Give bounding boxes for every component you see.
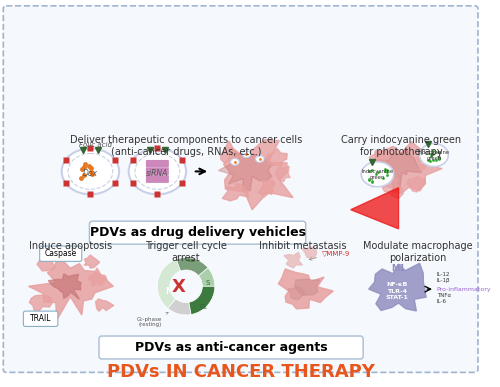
Text: Carry indocyanine green
for phototherapy: Carry indocyanine green for phototherapy [342,135,462,157]
Text: Indocyanine
green: Indocyanine green [362,169,394,180]
Text: Pro-inflammatory: Pro-inflammatory [437,287,492,292]
Text: IL-12
IL-1β: IL-12 IL-1β [437,272,450,283]
Polygon shape [224,140,293,210]
Wedge shape [168,299,191,315]
Polygon shape [302,247,316,258]
Wedge shape [158,259,180,308]
Text: Induce apoptosis: Induce apoptosis [28,241,112,251]
Text: M1: M1 [392,264,406,272]
Polygon shape [370,142,442,194]
Polygon shape [407,176,426,192]
FancyBboxPatch shape [4,6,478,372]
Polygon shape [266,149,287,166]
Ellipse shape [128,149,186,194]
Wedge shape [198,268,215,286]
FancyBboxPatch shape [146,175,169,183]
Text: Dox: Dox [83,169,98,178]
Ellipse shape [361,162,394,187]
Text: PDVs IN CANCER THERAPY: PDVs IN CANCER THERAPY [106,363,374,381]
Ellipse shape [68,154,113,189]
Polygon shape [276,166,290,182]
Text: TNFα
IL-6: TNFα IL-6 [437,293,451,305]
FancyBboxPatch shape [99,336,363,359]
Wedge shape [189,286,215,315]
Text: ▽MMP-9: ▽MMP-9 [309,250,350,260]
Polygon shape [30,295,52,310]
FancyBboxPatch shape [146,168,169,175]
Ellipse shape [230,159,239,165]
Text: Modulate macrophage
polarization: Modulate macrophage polarization [363,241,472,263]
Text: Inhibit metastasis: Inhibit metastasis [259,241,346,251]
Wedge shape [176,257,208,276]
Polygon shape [222,183,248,201]
Polygon shape [258,180,275,195]
Polygon shape [368,264,426,311]
Text: X: X [172,278,185,296]
Text: TRAIL: TRAIL [30,314,52,323]
Polygon shape [284,252,302,268]
Text: M: M [165,288,172,296]
Polygon shape [294,279,320,295]
Text: G₀-phase
(resting): G₀-phase (resting) [137,312,168,327]
Text: siRNA: siRNA [146,169,169,178]
Ellipse shape [135,154,180,189]
Polygon shape [382,178,404,199]
FancyBboxPatch shape [40,246,82,261]
Polygon shape [84,255,100,268]
Text: Folic acid: Folic acid [78,142,112,147]
Ellipse shape [62,149,119,194]
Polygon shape [220,141,238,165]
Text: S: S [206,281,210,286]
Ellipse shape [420,144,448,167]
Text: Trigger cell cycle
arrest: Trigger cell cycle arrest [145,241,227,263]
Text: Indocyanine
green: Indocyanine green [418,149,450,161]
Text: Deliver therapeutic components to cancer cells
(anti-cancer drugs, RNAs, etc.): Deliver therapeutic components to cancer… [70,135,302,157]
FancyBboxPatch shape [146,160,169,168]
Text: NF-κB
TLR-4
STAT-1: NF-κB TLR-4 STAT-1 [385,282,408,300]
Polygon shape [96,299,114,311]
Text: PDVs as drug delivery vehicles: PDVs as drug delivery vehicles [90,226,306,239]
Polygon shape [369,150,390,166]
FancyBboxPatch shape [24,311,58,327]
Polygon shape [350,188,399,229]
Ellipse shape [256,156,264,162]
Polygon shape [288,286,305,300]
Polygon shape [48,274,81,300]
Polygon shape [278,269,334,309]
Text: G₁: G₁ [200,304,207,310]
Text: PDVs as anti-cancer agents: PDVs as anti-cancer agents [135,341,328,354]
Polygon shape [88,268,106,286]
FancyBboxPatch shape [90,221,306,244]
Text: G₂: G₂ [188,257,196,264]
Polygon shape [54,252,64,260]
Ellipse shape [242,151,250,158]
Polygon shape [37,257,55,271]
Polygon shape [374,149,422,191]
Polygon shape [417,155,432,170]
Text: Caspase: Caspase [44,249,77,258]
Polygon shape [218,153,272,190]
Polygon shape [28,256,114,320]
